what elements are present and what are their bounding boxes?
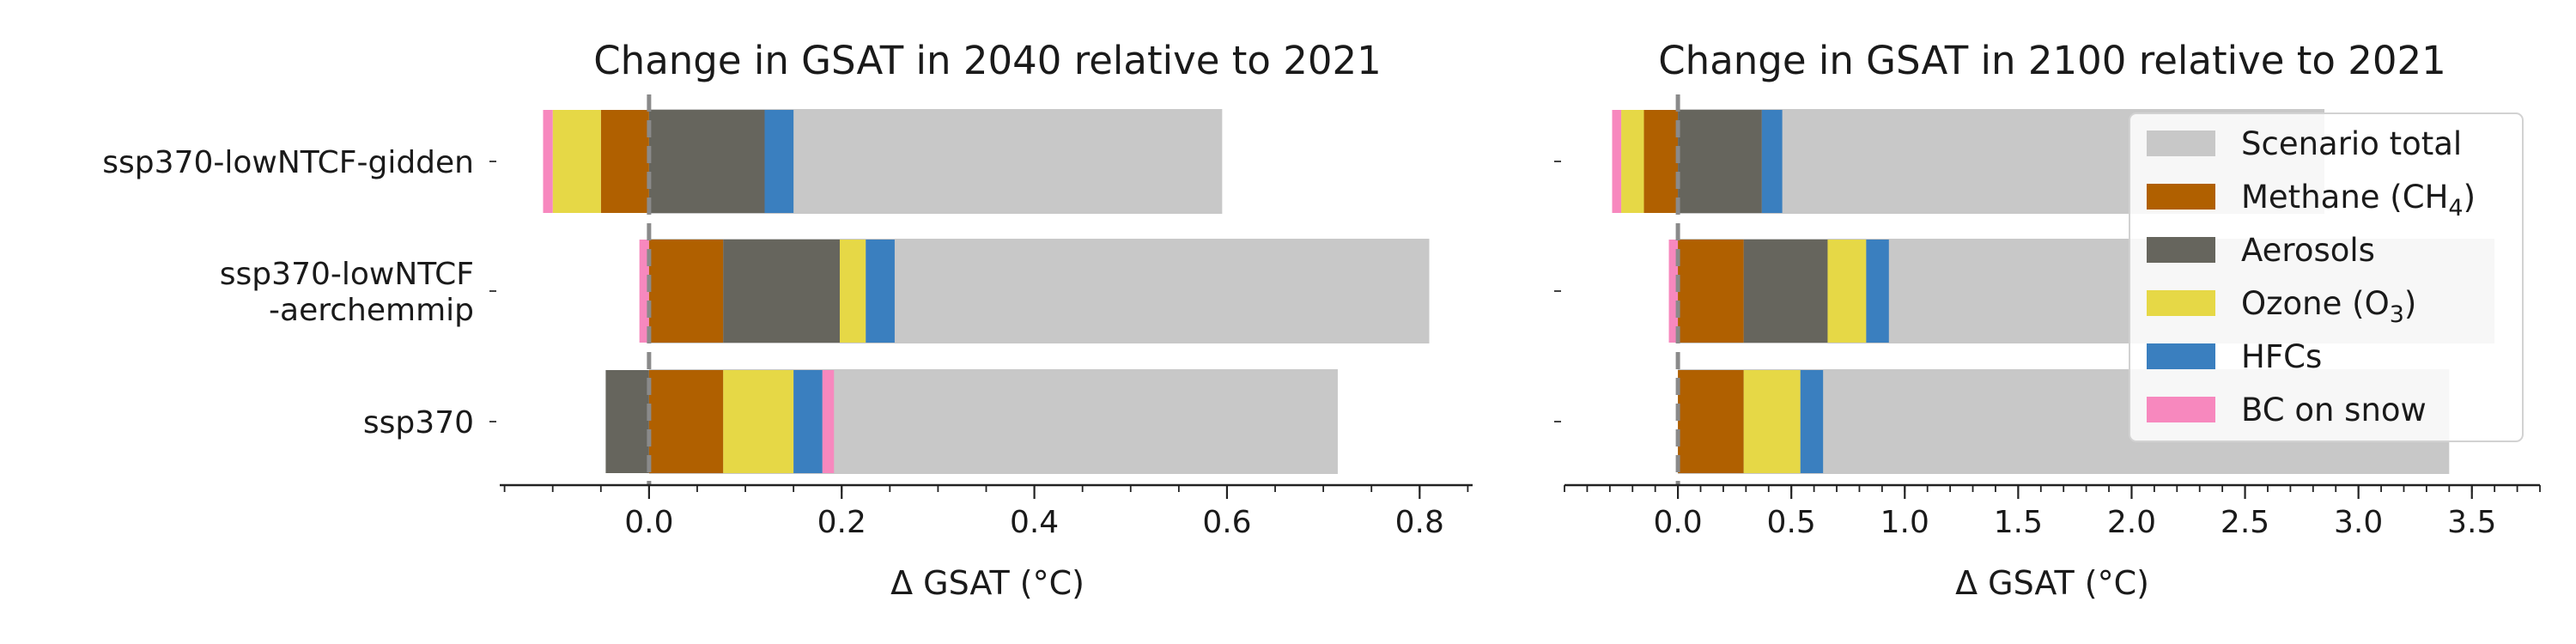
ozone-bar-0 xyxy=(1621,110,1644,213)
legend-swatch-hfcs xyxy=(2147,343,2215,369)
bc-bar-0 xyxy=(543,110,553,213)
x-tick-label: 3.0 xyxy=(2334,505,2383,540)
plot-area-2040: 0.0 0.2 0.4 0.6 0.8 xyxy=(489,94,1473,540)
x-tick-label: 2.5 xyxy=(2221,505,2269,540)
legend-swatch-methane xyxy=(2147,184,2215,210)
hfcs-bar-1 xyxy=(1866,240,1889,343)
chart-title-2040: Change in GSAT in 2040 relative to 2021 xyxy=(593,38,1381,83)
x-tick-label: 1.5 xyxy=(1994,505,2043,540)
x-tick-label: 2.0 xyxy=(2107,505,2156,540)
methane-bar-2 xyxy=(1678,370,1744,473)
legend-label-methane: Methane (CH4) xyxy=(2241,179,2476,222)
methane-bar-0 xyxy=(1643,110,1679,213)
bc-bar-1 xyxy=(639,240,649,343)
panel-2040: Change in GSAT in 2040 relative to 2021 … xyxy=(489,38,1473,602)
legend-swatch-bc xyxy=(2147,397,2215,422)
legend-swatch-ozone xyxy=(2147,290,2215,316)
ozone-bar-1 xyxy=(1827,240,1867,343)
hfcs-bar-0 xyxy=(1761,110,1783,213)
category-label-0: ssp370-lowNTCF-gidden xyxy=(102,145,474,180)
ozone-bar-2 xyxy=(1743,370,1801,473)
legend-label-aerosols: Aerosols xyxy=(2241,232,2375,269)
category-label-1: ssp370-lowNTCF -aerchemmip xyxy=(220,257,474,328)
x-axis-label-2040: Δ GSAT (°C) xyxy=(890,564,1084,602)
legend-swatch-total xyxy=(2147,131,2215,156)
legend-label-hfcs: HFCs xyxy=(2241,338,2322,375)
aerosols-bar-1 xyxy=(723,240,840,343)
hfcs-bar-0 xyxy=(764,110,794,213)
x-axis-label-2100: Δ GSAT (°C) xyxy=(1955,564,2149,602)
category-label-2: ssp370 xyxy=(363,405,474,440)
x-tick-label: 0.5 xyxy=(1767,505,1816,540)
x-tick-label: 0.4 xyxy=(1010,505,1059,540)
ozone-bar-2 xyxy=(723,370,794,473)
legend-swatch-aerosols xyxy=(2147,237,2215,263)
chart-title-2100: Change in GSAT in 2100 relative to 2021 xyxy=(1658,38,2445,83)
x-tick-label: 0.0 xyxy=(1653,505,1702,540)
bc-bar-2 xyxy=(822,370,835,473)
methane-bar-0 xyxy=(600,110,649,213)
category-labels: ssp370-lowNTCF-gidden ssp370-lowNTCF -aerc… xyxy=(102,145,474,440)
bc-bar-0 xyxy=(1612,110,1622,213)
x-tick-label: 0.6 xyxy=(1202,505,1251,540)
x-tick-label: 3.5 xyxy=(2447,505,2496,540)
methane-bar-1 xyxy=(648,240,724,343)
aerosols-bar-1 xyxy=(1743,240,1828,343)
methane-bar-1 xyxy=(1678,240,1744,343)
hfcs-bar-1 xyxy=(866,240,895,343)
x-tick-label: 0.2 xyxy=(817,505,866,540)
legend: Scenario total Methane (CH4) Aerosols Ozone… xyxy=(2129,112,2524,442)
aerosols-bar-0 xyxy=(648,110,765,213)
ozone-bar-1 xyxy=(839,240,866,343)
legend-frame xyxy=(2129,112,2524,442)
ozone-bar-0 xyxy=(552,110,601,213)
hfcs-bar-2 xyxy=(793,370,823,473)
x-tick-label: 0.8 xyxy=(1395,505,1444,540)
legend-label-total: Scenario total xyxy=(2241,125,2462,162)
bc-bar-1 xyxy=(1668,240,1679,343)
aerosols-bar-2 xyxy=(605,370,649,473)
x-tick-label: 0.0 xyxy=(624,505,673,540)
x-tick-label: 1.0 xyxy=(1880,505,1929,540)
methane-bar-2 xyxy=(648,370,724,473)
aerosols-bar-0 xyxy=(1678,110,1762,213)
legend-label-bc: BC on snow xyxy=(2241,392,2427,428)
hfcs-bar-2 xyxy=(1800,370,1824,473)
legend-label-ozone: Ozone (O3) xyxy=(2241,285,2416,328)
